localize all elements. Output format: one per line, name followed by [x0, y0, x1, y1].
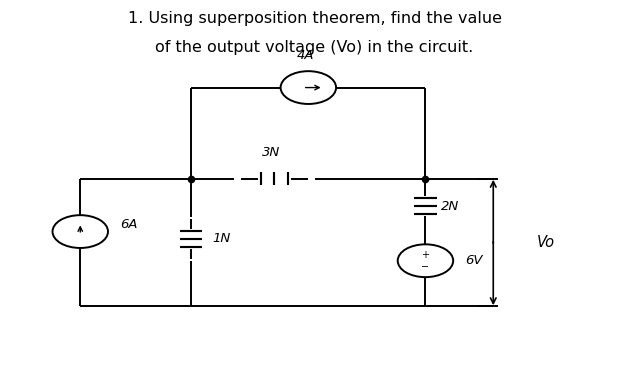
Text: 1. Using superposition theorem, find the value: 1. Using superposition theorem, find the… [128, 11, 501, 26]
Text: 3Ν: 3Ν [262, 146, 281, 158]
Text: 6V: 6V [465, 254, 483, 267]
Text: of the output voltage (Vo) in the circuit.: of the output voltage (Vo) in the circui… [155, 40, 474, 55]
Text: 1Ν: 1Ν [213, 232, 231, 246]
Text: −: − [421, 262, 430, 272]
Text: 4A: 4A [296, 49, 314, 62]
Text: +: + [421, 250, 430, 260]
Text: 6A: 6A [120, 218, 138, 231]
Text: 2Ν: 2Ν [441, 199, 459, 212]
Text: Vo: Vo [537, 235, 555, 250]
